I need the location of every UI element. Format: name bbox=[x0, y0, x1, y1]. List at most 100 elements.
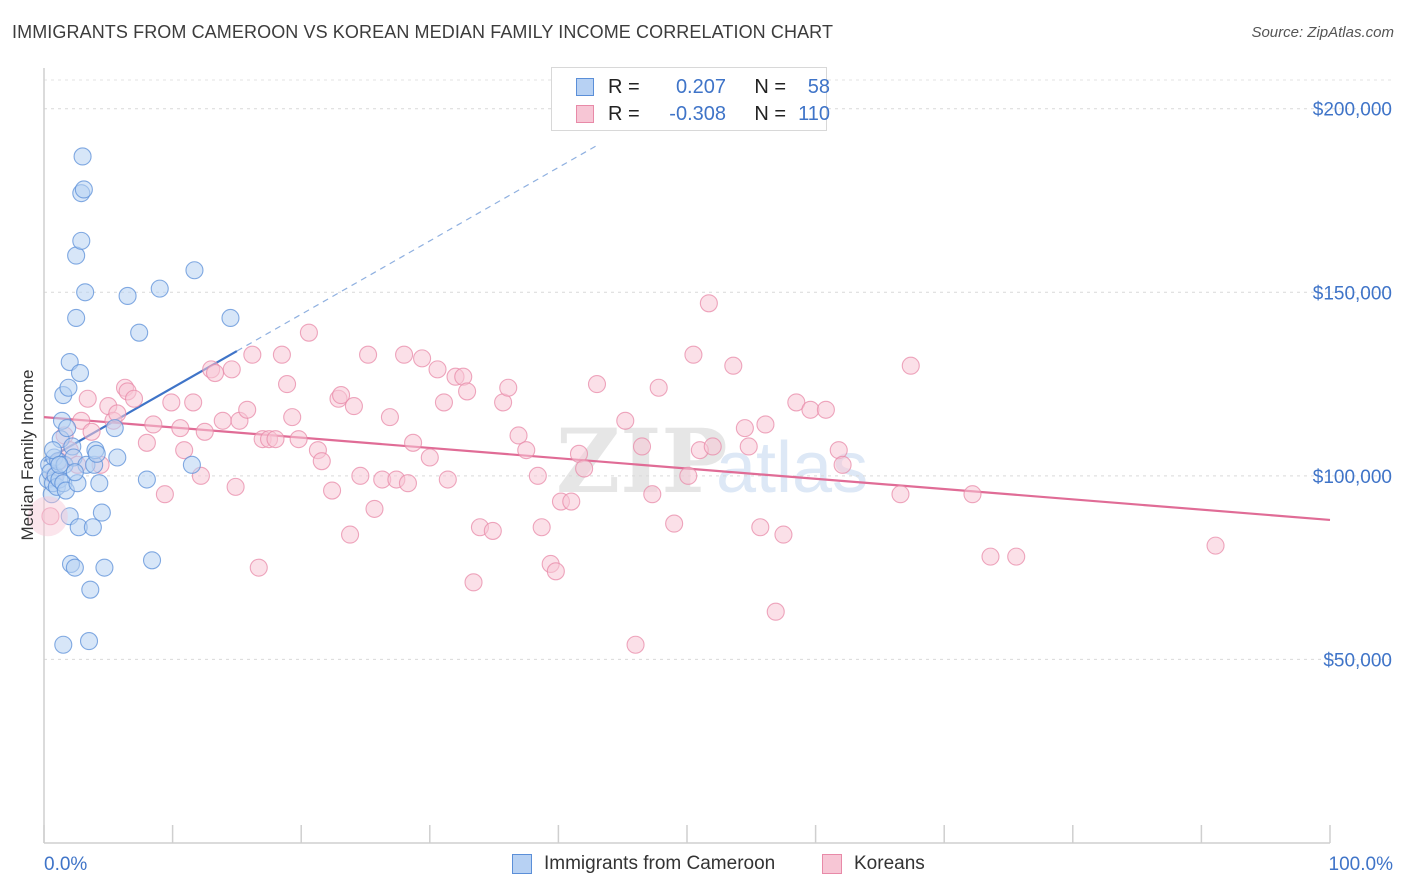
y-tick-label: $100,000 bbox=[1313, 467, 1392, 488]
data-point bbox=[528, 466, 547, 485]
data-point bbox=[1206, 536, 1225, 555]
data-point bbox=[78, 389, 97, 408]
data-point bbox=[774, 525, 793, 544]
data-point bbox=[963, 485, 982, 504]
y-axis-label: Median Family Income bbox=[18, 369, 37, 540]
data-point bbox=[483, 521, 502, 540]
data-point bbox=[632, 437, 652, 456]
data-point bbox=[144, 415, 163, 434]
data-point bbox=[891, 485, 910, 504]
legend-row-koreans: R = -0.308 N = 110 bbox=[576, 102, 830, 126]
data-point bbox=[137, 433, 156, 452]
data-point bbox=[226, 477, 245, 496]
data-point bbox=[643, 485, 662, 504]
bottom-legend-swatch-koreans bbox=[822, 854, 842, 874]
data-point bbox=[787, 393, 806, 412]
data-point bbox=[434, 393, 453, 412]
grid-lines bbox=[44, 79, 1392, 660]
data-point bbox=[344, 397, 363, 416]
chart-source: Source: ZipAtlas.com bbox=[1251, 24, 1394, 41]
data-point bbox=[1007, 547, 1026, 566]
data-point bbox=[395, 345, 414, 364]
data-point bbox=[249, 558, 268, 577]
y-tick-label: $50,000 bbox=[1323, 650, 1392, 671]
legend-n-value: 110 bbox=[798, 102, 830, 125]
data-point bbox=[546, 562, 565, 581]
data-point bbox=[724, 356, 743, 375]
data-point bbox=[665, 514, 684, 533]
data-point bbox=[76, 283, 95, 302]
data-point bbox=[332, 386, 351, 405]
data-point bbox=[41, 507, 60, 526]
data-point bbox=[509, 426, 528, 445]
data-point bbox=[54, 635, 73, 654]
bottom-legend-koreans: Koreans bbox=[822, 852, 925, 876]
data-point bbox=[323, 481, 342, 500]
data-point bbox=[118, 286, 137, 306]
data-point bbox=[833, 455, 852, 474]
data-point bbox=[365, 499, 384, 518]
x-tick-label: 0.0% bbox=[44, 854, 87, 875]
data-point bbox=[428, 360, 447, 379]
data-point bbox=[105, 419, 124, 438]
data-point bbox=[50, 455, 69, 474]
data-point bbox=[413, 349, 432, 368]
data-point bbox=[82, 422, 101, 441]
chart-title: IMMIGRANTS FROM CAMEROON VS KOREAN MEDIA… bbox=[12, 22, 834, 42]
y-tick-label: $150,000 bbox=[1313, 283, 1392, 304]
data-point bbox=[74, 180, 93, 199]
legend-n-value: 58 bbox=[807, 75, 830, 98]
data-point bbox=[72, 231, 91, 250]
legend-r-label: R = bbox=[608, 75, 640, 98]
data-point bbox=[703, 437, 722, 456]
data-point bbox=[816, 400, 835, 419]
data-point bbox=[90, 474, 109, 493]
legend-swatch-cameroon bbox=[576, 78, 594, 96]
data-point bbox=[182, 455, 201, 474]
data-point bbox=[124, 389, 144, 408]
data-point bbox=[221, 308, 240, 328]
data-point bbox=[155, 485, 174, 504]
data-point bbox=[79, 632, 99, 651]
data-point bbox=[766, 602, 785, 621]
bottom-legend-swatch-cameroon bbox=[512, 854, 532, 874]
data-point bbox=[499, 378, 518, 397]
data-point bbox=[517, 441, 536, 460]
legend-row-cameroon: R = 0.207 N = 58 bbox=[576, 75, 830, 99]
data-point bbox=[137, 470, 156, 489]
data-point bbox=[532, 518, 551, 537]
data-point bbox=[562, 492, 581, 511]
data-point bbox=[243, 345, 262, 364]
data-point bbox=[142, 551, 162, 570]
data-point bbox=[184, 393, 203, 412]
data-point bbox=[108, 448, 127, 467]
data-point bbox=[272, 345, 291, 364]
data-point bbox=[171, 419, 190, 438]
data-point bbox=[130, 323, 149, 342]
data-point bbox=[58, 419, 77, 438]
data-point bbox=[341, 525, 360, 544]
data-point bbox=[587, 375, 607, 394]
data-point bbox=[72, 411, 91, 430]
data-point bbox=[185, 261, 204, 280]
data-point bbox=[213, 411, 232, 430]
data-point bbox=[901, 356, 920, 375]
data-point bbox=[616, 411, 635, 430]
x-tick-label: 100.0% bbox=[1329, 854, 1394, 875]
tick-labels: $50,000 $100,000 $150,000 $200,000 0.0% 100.0… bbox=[44, 100, 1393, 875]
data-point bbox=[92, 503, 111, 522]
data-point bbox=[404, 433, 423, 452]
data-point bbox=[162, 393, 181, 412]
data-point bbox=[289, 430, 308, 449]
data-point bbox=[195, 422, 214, 441]
axes bbox=[43, 68, 1331, 844]
data-point bbox=[222, 360, 241, 379]
y-tick-label: $200,000 bbox=[1313, 100, 1392, 121]
data-point bbox=[283, 408, 302, 427]
data-point bbox=[699, 294, 718, 313]
data-point bbox=[359, 345, 378, 364]
data-point bbox=[95, 558, 114, 577]
bottom-legend-label-cameroon: Immigrants from Cameroon bbox=[544, 853, 776, 874]
data-point bbox=[626, 635, 645, 654]
